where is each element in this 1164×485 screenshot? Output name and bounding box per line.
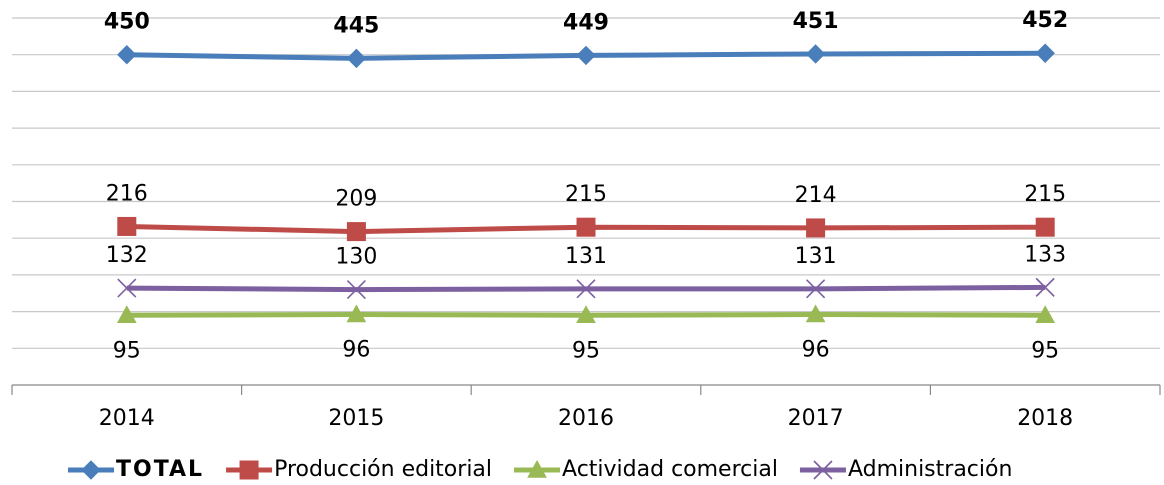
marker bbox=[805, 304, 826, 323]
data-label: 449 bbox=[563, 10, 609, 35]
marker bbox=[576, 279, 596, 299]
x-tick-label: 2018 bbox=[1017, 406, 1073, 431]
marker bbox=[576, 305, 596, 323]
data-label: 215 bbox=[565, 182, 607, 207]
data-label: 95 bbox=[572, 338, 600, 363]
marker bbox=[117, 216, 137, 236]
marker bbox=[116, 305, 137, 323]
marker bbox=[346, 280, 366, 300]
marker bbox=[806, 279, 826, 299]
marker bbox=[1035, 277, 1055, 297]
data-label: 131 bbox=[565, 244, 607, 269]
marker bbox=[239, 460, 259, 480]
data-label: 96 bbox=[342, 338, 370, 363]
marker bbox=[1035, 43, 1055, 63]
data-label: 209 bbox=[335, 187, 377, 212]
marker bbox=[527, 459, 547, 478]
data-label: 452 bbox=[1022, 8, 1068, 33]
marker bbox=[805, 44, 826, 64]
data-label: 132 bbox=[106, 243, 148, 268]
marker bbox=[346, 222, 366, 242]
data-label: 451 bbox=[793, 9, 839, 34]
x-tick-label: 2016 bbox=[558, 406, 614, 431]
data-label: 216 bbox=[106, 181, 148, 206]
x-tick-label: 2014 bbox=[99, 406, 155, 431]
marker bbox=[1035, 217, 1055, 237]
x-tick-label: 2017 bbox=[788, 406, 844, 431]
marker bbox=[117, 278, 137, 298]
x-tick-label: 2015 bbox=[328, 406, 384, 431]
data-label: 130 bbox=[335, 245, 377, 270]
legend-label: TOTAL bbox=[116, 457, 204, 482]
marker bbox=[806, 218, 826, 238]
marker bbox=[576, 45, 596, 66]
data-label: 95 bbox=[1031, 338, 1059, 363]
data-label: 96 bbox=[802, 338, 830, 363]
legend-label: Producción editorial bbox=[274, 457, 492, 482]
data-label: 133 bbox=[1024, 242, 1066, 267]
data-label: 445 bbox=[333, 13, 379, 38]
data-label: 95 bbox=[113, 338, 141, 363]
legend-label: Actividad comercial bbox=[562, 457, 778, 482]
legend-label: Administración bbox=[848, 457, 1012, 482]
marker bbox=[1035, 305, 1056, 323]
data-label: 215 bbox=[1024, 182, 1066, 207]
marker bbox=[576, 217, 596, 237]
data-label: 450 bbox=[104, 10, 150, 35]
marker bbox=[346, 304, 367, 323]
marker bbox=[813, 460, 833, 480]
data-label: 131 bbox=[795, 244, 837, 269]
marker bbox=[117, 44, 137, 65]
marker bbox=[81, 460, 101, 480]
marker bbox=[346, 48, 367, 69]
data-label: 214 bbox=[795, 183, 837, 208]
